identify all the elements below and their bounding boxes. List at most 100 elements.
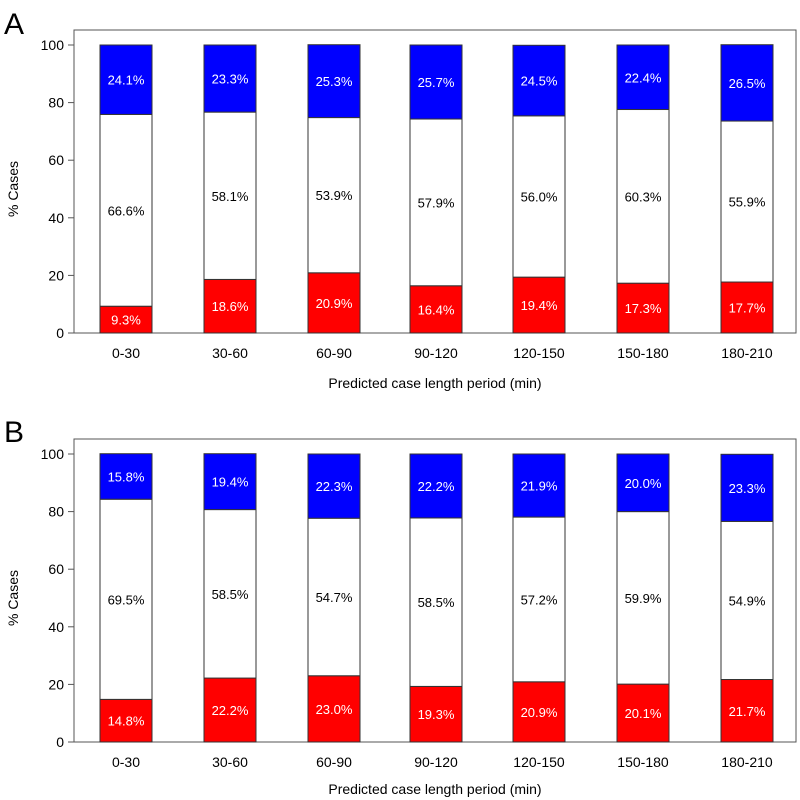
y-tick-label-a-100: 100: [41, 37, 65, 53]
y-axis-title-b: % Cases: [5, 570, 21, 626]
data-label-b-top-5: 20.0%: [625, 476, 662, 491]
data-label-b-middle-6: 54.9%: [729, 593, 766, 608]
panel-letter-b: B: [4, 416, 24, 449]
bar-segment-b-middle-0: [99, 498, 153, 700]
data-label-a-middle-4: 56.0%: [521, 189, 558, 204]
bar-segment-a-top-3: [409, 44, 463, 120]
data-label-a-top-0: 24.1%: [108, 73, 145, 88]
data-label-a-top-3: 25.7%: [418, 75, 455, 90]
x-tick-label-b-2: 60-90: [316, 754, 352, 770]
bar-segment-a-top-5: [616, 44, 670, 111]
x-tick-label-a-3: 90-120: [414, 345, 458, 361]
data-label-b-middle-2: 54.7%: [316, 590, 353, 605]
data-label-b-bottom-5: 20.1%: [625, 706, 662, 721]
panel-letter-a: A: [4, 8, 24, 41]
bar-segment-b-top-1: [203, 453, 257, 511]
bar-segment-b-top-5: [616, 453, 670, 513]
data-label-a-middle-5: 60.3%: [625, 189, 662, 204]
data-label-b-top-1: 19.4%: [212, 475, 249, 490]
chart-panel-a: A 0 20 40 60 80 100 9.3% 66.6% 24.1% 18.6% 58.1% 2…: [4, 8, 797, 391]
y-tick-label-b-40: 40: [48, 619, 64, 635]
y-tick-label-a-80: 80: [48, 95, 64, 111]
data-label-b-bottom-4: 20.9%: [521, 705, 558, 720]
bar-segment-a-top-4: [512, 44, 566, 117]
x-tick-label-a-6: 180-210: [721, 345, 773, 361]
data-label-b-bottom-3: 19.3%: [418, 707, 455, 722]
data-label-a-bottom-3: 16.4%: [418, 302, 455, 317]
y-tick-label-b-20: 20: [48, 676, 64, 692]
data-label-a-top-1: 23.3%: [212, 72, 249, 87]
bar-segment-a-bottom-5: [616, 282, 670, 334]
data-label-a-bottom-0: 9.3%: [111, 313, 141, 328]
data-label-a-top-2: 25.3%: [316, 74, 353, 89]
data-label-b-top-6: 23.3%: [729, 481, 766, 496]
bar-segment-a-middle-2: [307, 117, 361, 274]
bar-segment-b-middle-1: [203, 509, 257, 679]
data-label-b-middle-1: 58.5%: [212, 587, 249, 602]
y-tick-label-a-20: 20: [48, 267, 64, 283]
data-label-a-middle-2: 53.9%: [316, 188, 353, 203]
data-label-a-top-6: 26.5%: [729, 76, 766, 91]
data-label-b-top-4: 21.9%: [521, 479, 558, 494]
y-tick-label-b-80: 80: [48, 504, 64, 520]
data-label-a-bottom-4: 19.4%: [521, 298, 558, 313]
y-tick-label-b-0: 0: [56, 734, 64, 750]
bar-segment-b-top-4: [512, 453, 566, 518]
x-axis-a: 0-30 30-60 60-90 90-120 120-150 150-180 180-21…: [112, 345, 773, 361]
data-label-a-middle-0: 66.6%: [108, 203, 145, 218]
bar-segment-a-top-6: [720, 44, 774, 122]
bar-segment-b-middle-5: [616, 511, 670, 685]
data-label-a-top-5: 22.4%: [625, 70, 662, 85]
data-label-b-top-3: 22.2%: [418, 479, 455, 494]
bar-segment-b-top-6: [720, 453, 774, 522]
data-label-b-middle-3: 58.5%: [418, 595, 455, 610]
bar-segment-b-top-2: [307, 453, 361, 519]
data-label-b-bottom-0: 14.8%: [108, 714, 145, 729]
y-axis-title-a: % Cases: [5, 161, 21, 217]
data-label-b-top-0: 15.8%: [108, 469, 145, 484]
x-tick-label-a-4: 120-150: [513, 345, 565, 361]
data-label-b-bottom-2: 23.0%: [316, 702, 353, 717]
data-label-a-bottom-5: 17.3%: [625, 301, 662, 316]
bar-segment-a-middle-5: [616, 109, 670, 284]
bar-segment-a-middle-3: [409, 118, 463, 287]
x-tick-label-b-3: 90-120: [414, 754, 458, 770]
y-axis-a: 0 20 40 60 80 100: [41, 37, 74, 341]
y-tick-label-a-60: 60: [48, 152, 64, 168]
x-tick-label-a-0: 0-30: [112, 345, 140, 361]
bar-segment-b-top-3: [409, 453, 463, 519]
bar-segment-a-top-1: [203, 44, 257, 113]
data-label-b-bottom-6: 21.7%: [729, 704, 766, 719]
y-tick-label-b-60: 60: [48, 561, 64, 577]
bar-segment-a-bottom-1: [203, 278, 257, 334]
data-label-b-middle-0: 69.5%: [108, 592, 145, 607]
bar-segment-a-top-0: [99, 44, 153, 115]
bar-segment-a-middle-4: [512, 115, 566, 278]
bar-segment-a-middle-0: [99, 113, 153, 307]
y-tick-label-a-40: 40: [48, 210, 64, 226]
bar-segment-a-bottom-3: [409, 285, 463, 334]
x-axis-b: 0-30 30-60 60-90 90-120 120-150 150-180 180-21…: [112, 754, 773, 770]
data-label-a-bottom-1: 18.6%: [212, 299, 249, 314]
bars-b: 14.8% 69.5% 15.8% 22.2% 58.5% 19.4% 23.0% 54.7%…: [99, 453, 774, 743]
bar-segment-a-top-2: [307, 44, 361, 119]
bar-segment-b-top-0: [99, 453, 153, 500]
chart-panel-b: B 0 20 40 60 80 100 14.8% 69.5% 15.8% 22.2% 58.5%…: [4, 416, 797, 797]
data-label-a-bottom-6: 17.7%: [729, 301, 766, 316]
x-tick-label-a-5: 150-180: [617, 345, 669, 361]
x-tick-label-a-1: 30-60: [212, 345, 248, 361]
bars-a: 9.3% 66.6% 24.1% 18.6% 58.1% 23.3% 20.9% 53.9% 2…: [99, 44, 774, 334]
x-tick-label-b-6: 180-210: [721, 754, 773, 770]
data-label-b-middle-4: 57.2%: [521, 592, 558, 607]
data-label-b-middle-5: 59.9%: [625, 591, 662, 606]
bar-segment-b-middle-2: [307, 517, 361, 677]
data-label-a-top-4: 24.5%: [521, 74, 558, 89]
bar-segment-b-bottom-2: [307, 675, 361, 743]
data-label-a-middle-3: 57.9%: [418, 195, 455, 210]
data-label-b-top-2: 22.3%: [316, 479, 353, 494]
x-axis-title-a: Predicted case length period (min): [328, 375, 541, 391]
bar-segment-a-middle-1: [203, 111, 257, 280]
data-label-a-bottom-2: 20.9%: [316, 296, 353, 311]
bar-segment-a-bottom-2: [307, 272, 361, 334]
